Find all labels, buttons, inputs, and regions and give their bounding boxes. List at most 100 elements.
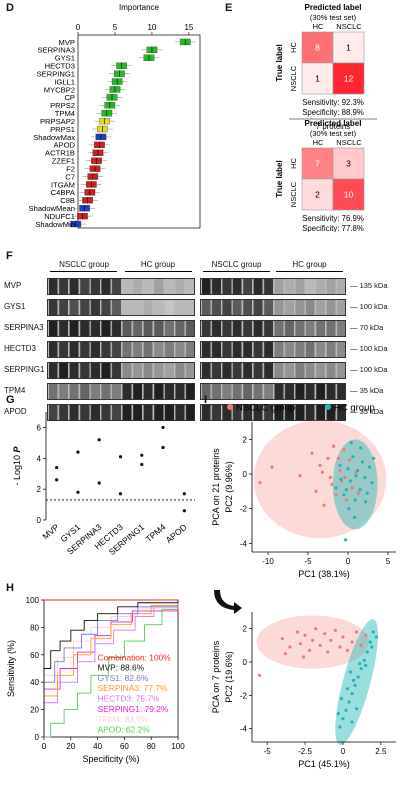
row-label: NSCLC xyxy=(289,181,298,207)
pca-point-nsclc xyxy=(334,493,338,497)
pca-point-hc xyxy=(350,692,354,696)
pca-point-hc xyxy=(348,670,353,674)
feature-label: F2 xyxy=(66,164,75,173)
y-tick-label: -4 xyxy=(240,539,248,548)
importance-boxplot: Importance 0 5 10 15 MVPSERPINA3GYS1HECTD3SER… xyxy=(29,3,201,229)
molecular-weight-label: — 35 kDa xyxy=(350,407,384,416)
roc-legend-entry: MVP: 88.6% xyxy=(98,663,145,673)
pca-point-hc xyxy=(338,725,342,729)
feature-label: TPM4 xyxy=(55,109,75,118)
y-tick-label: 60 xyxy=(30,651,39,660)
pca-point-nsclc xyxy=(350,486,354,490)
pca-point-hc xyxy=(344,488,348,492)
pca-point-nsclc xyxy=(288,645,292,649)
pca-point-nsclc xyxy=(298,474,302,478)
pca-point-hc xyxy=(350,720,354,724)
x-tick-label: 5 xyxy=(386,557,391,566)
pca-point-hc xyxy=(371,630,375,634)
confidence-ellipse xyxy=(253,420,387,539)
pca-point-hc xyxy=(352,515,356,519)
col-label: HC xyxy=(313,22,324,31)
y-tick-label: -4 xyxy=(240,725,248,734)
blot-strip xyxy=(200,299,346,316)
pca-point-hc xyxy=(345,687,350,691)
molecular-weight-label: — 100 kDa xyxy=(350,344,388,353)
blot-strip xyxy=(200,362,346,379)
tick-label: 10 xyxy=(147,23,156,32)
x-tick-label: 2.5 xyxy=(375,747,387,756)
pca-point-hc xyxy=(372,456,376,460)
pca-point-hc xyxy=(368,640,372,644)
panel-e: E Predicted label (30% test set) HC NSCLC Tr… xyxy=(215,0,400,247)
test-set-subtitle: (30% test set) xyxy=(310,13,357,22)
pca-point-nsclc xyxy=(350,640,354,644)
pca-point-nsclc xyxy=(314,627,318,631)
gene-label: MVP xyxy=(40,522,61,542)
pca-point-hc xyxy=(344,708,348,712)
cell-value: 12 xyxy=(344,74,354,84)
roc-legend-entry: Combination: 100% xyxy=(98,652,172,662)
group-header-hc: HC group xyxy=(140,260,176,269)
pca-point-nsclc xyxy=(301,655,306,659)
feature-label: ShadowMean xyxy=(29,204,75,213)
pca-point-hc xyxy=(339,697,344,701)
tick-label: 0 xyxy=(76,23,81,32)
pca-point-hc xyxy=(349,441,353,445)
x-axis-label: Specificity (%) xyxy=(82,754,139,764)
matrix-cell xyxy=(332,62,365,95)
x-tick-label: 0 xyxy=(42,742,47,751)
legend-label-hc: HC group xyxy=(334,403,375,414)
group-underline xyxy=(203,271,270,272)
feature-label: SERPINA3 xyxy=(37,46,75,55)
blot-strip xyxy=(47,362,195,379)
pca-point-nsclc xyxy=(338,645,342,649)
molecular-weight-label: — 100 kDa xyxy=(350,365,388,374)
molecular-weight-label: 100 kDa xyxy=(196,344,197,346)
blot-row-label: HECTD3 xyxy=(4,344,37,353)
pca-point-hc xyxy=(364,500,368,504)
feature-label: ZZEF1 xyxy=(52,157,75,166)
pca-side-title: PCA on 7 proteins xyxy=(211,640,221,713)
p-value-point xyxy=(161,425,165,430)
roc-curve-line xyxy=(43,600,179,737)
y-axis-label: PC2 (9.96%) xyxy=(224,461,234,513)
group-header-hc: HC group xyxy=(292,260,327,269)
panel-letter-d: D xyxy=(6,2,14,14)
row-label: HC xyxy=(289,158,298,169)
y-tick-label: 0 xyxy=(243,658,248,667)
cell-value: 7 xyxy=(315,159,320,169)
feature-label: C7 xyxy=(65,172,75,181)
y-tick-label: 2 xyxy=(243,435,248,444)
pca-point-hc xyxy=(365,491,369,495)
blot-strip xyxy=(47,320,195,337)
p-value-point xyxy=(76,450,80,454)
pca-point-nsclc xyxy=(318,463,322,467)
y-axis-label: Sensitivity (%) xyxy=(6,640,16,697)
y-tick-label: 6 xyxy=(37,423,42,432)
feature-label: APOD xyxy=(53,141,75,150)
p-value-point xyxy=(55,465,59,470)
row-label: HC xyxy=(289,42,298,53)
x-tick-label: 0 xyxy=(341,747,346,756)
gene-label: APOD xyxy=(164,522,189,545)
pca-point-hc xyxy=(353,498,357,502)
pca-point-nsclc xyxy=(258,481,262,485)
panel-f: F NSCLC group HC group NSCLC group HC group… xyxy=(0,250,400,421)
pca-point-hc xyxy=(341,717,345,721)
y-tick-label: 100 xyxy=(26,596,40,605)
cell-value: 1 xyxy=(346,43,351,53)
panel-letter-f: F xyxy=(6,250,13,262)
pca-point-hc xyxy=(362,658,366,662)
pca-point-nsclc xyxy=(283,652,287,656)
p-value-point xyxy=(140,453,144,457)
feature-label: CP xyxy=(64,93,75,102)
roc-legend-entry: SERPING1: 79.2% xyxy=(98,704,169,714)
predicted-label-title: Predicted label xyxy=(305,119,362,128)
cell-value: 3 xyxy=(346,159,351,169)
confidence-ellipse xyxy=(332,439,378,530)
y-tick-label: 40 xyxy=(30,678,39,687)
y-axis-label: - Log10 P xyxy=(12,445,22,485)
panel-i: I NSCLC group HC group -10 -5 0 5 2 0 -2 -4 PC1 (3… xyxy=(200,392,400,787)
matrix-cell xyxy=(332,31,365,64)
